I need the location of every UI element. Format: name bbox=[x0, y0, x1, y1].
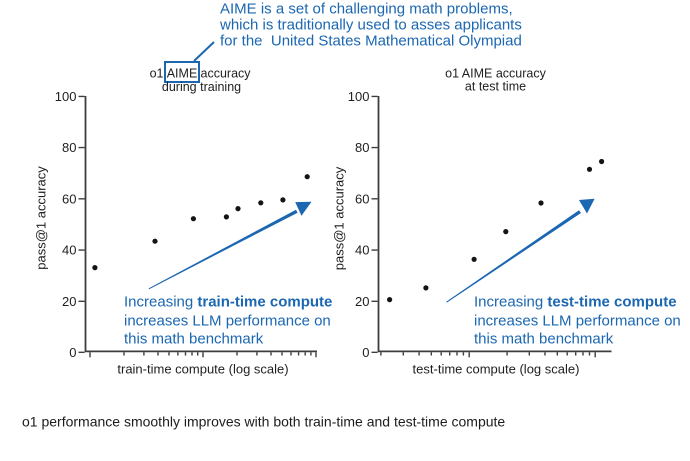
svg-text:AIME: AIME bbox=[167, 67, 198, 81]
svg-text:at test time: at test time bbox=[465, 79, 526, 93]
svg-text:0: 0 bbox=[362, 345, 369, 360]
svg-text:40: 40 bbox=[355, 243, 369, 258]
svg-text:20: 20 bbox=[355, 294, 369, 309]
svg-text:accuracy: accuracy bbox=[201, 67, 252, 81]
svg-text:40: 40 bbox=[62, 243, 76, 258]
svg-text:this math benchmark: this math benchmark bbox=[124, 330, 264, 347]
svg-text:Increasing test-time compute: Increasing test-time compute bbox=[474, 293, 677, 310]
svg-text:o1: o1 bbox=[150, 67, 164, 81]
svg-text:o1 AIME accuracy: o1 AIME accuracy bbox=[445, 67, 546, 81]
svg-text:increases LLM performance on: increases LLM performance on bbox=[124, 312, 331, 329]
svg-text:0: 0 bbox=[69, 345, 76, 360]
svg-text:100: 100 bbox=[348, 89, 370, 104]
svg-text:o1 performance smoothly improv: o1 performance smoothly improves with bo… bbox=[22, 413, 505, 429]
svg-text:train-time compute (log scale): train-time compute (log scale) bbox=[117, 362, 288, 377]
svg-text:100: 100 bbox=[55, 89, 77, 104]
svg-text:increases LLM performance on: increases LLM performance on bbox=[474, 312, 681, 329]
svg-text:pass@1 accuracy: pass@1 accuracy bbox=[331, 166, 346, 270]
svg-text:during training: during training bbox=[162, 80, 241, 94]
svg-text:AIME is a set of challenging m: AIME is a set of challenging math proble… bbox=[220, 0, 513, 17]
svg-text:for the United States Mathema: for the United States Mathematical Olymp… bbox=[220, 33, 522, 50]
svg-text:pass@1 accuracy: pass@1 accuracy bbox=[33, 166, 48, 270]
svg-text:test-time compute (log scale): test-time compute (log scale) bbox=[413, 362, 580, 377]
svg-text:80: 80 bbox=[62, 140, 76, 155]
svg-text:80: 80 bbox=[355, 140, 369, 155]
svg-text:which is traditionally used to: which is traditionally used to asses app… bbox=[219, 17, 522, 34]
svg-text:20: 20 bbox=[62, 294, 76, 309]
svg-text:this math benchmark: this math benchmark bbox=[474, 330, 614, 347]
svg-text:Increasing train-time compute: Increasing train-time compute bbox=[124, 293, 332, 310]
svg-text:60: 60 bbox=[62, 191, 76, 206]
svg-text:60: 60 bbox=[355, 191, 369, 206]
